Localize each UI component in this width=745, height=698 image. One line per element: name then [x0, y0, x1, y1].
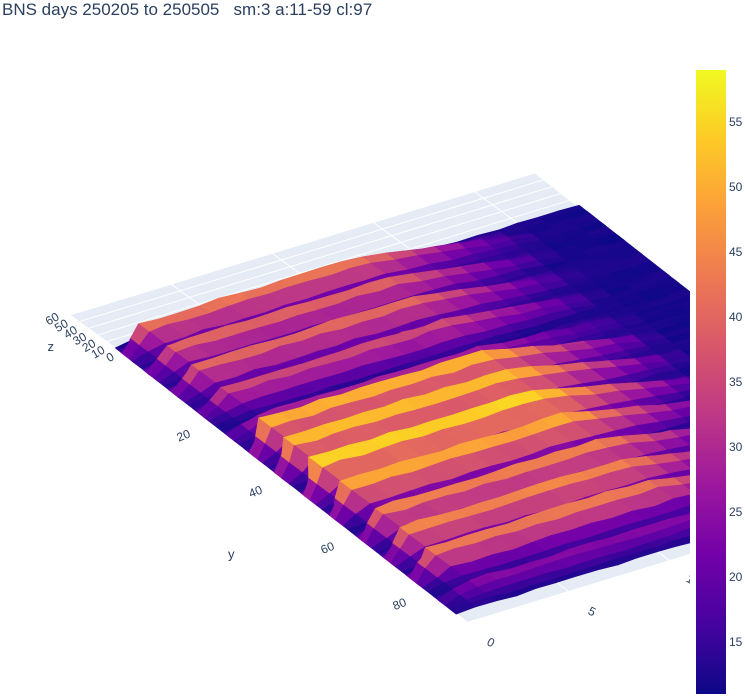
z-tick-label: 30 — [70, 329, 89, 348]
chart-title: BNS days 250205 to 250505 sm:3 a:11-59 c… — [2, 0, 373, 19]
y-tick-label: 40 — [247, 483, 265, 501]
z-tick-label: 60 — [43, 309, 62, 328]
y-tick-label: 20 — [175, 426, 193, 444]
colorbar-tick-label: 55 — [729, 115, 743, 129]
z-gridline — [69, 172, 690, 316]
z-tick-label: 20 — [80, 336, 99, 355]
colorbar-tick-label: 15 — [729, 635, 743, 649]
colorbar-tick-label: 35 — [729, 375, 743, 389]
colorbar-tick-label: 20 — [729, 570, 743, 584]
colorbar-tick-label: 50 — [729, 180, 743, 194]
y-tick-label: 60 — [319, 539, 337, 557]
z-tick-label: 40 — [61, 323, 80, 342]
colorbar-tick-label: 45 — [729, 245, 743, 259]
surface-patch — [450, 603, 476, 615]
y-axis-title: y — [228, 547, 235, 562]
colorbar-gradient — [696, 70, 726, 694]
y-tick-label: 80 — [391, 595, 409, 613]
colorbar-tick-label: 40 — [729, 310, 743, 324]
z-axis-title: z — [48, 339, 55, 354]
surface-plot[interactable]: 05101520204060800102030405060xyz — [0, 0, 690, 698]
surface-mesh[interactable] — [114, 204, 690, 615]
x-tick-label: 10 — [684, 571, 690, 590]
z-tick-label: 50 — [52, 316, 71, 335]
z-tick-label: 10 — [89, 343, 108, 362]
colorbar-tick-label: 25 — [729, 505, 743, 519]
colorbar-tick-label: 30 — [729, 440, 743, 454]
